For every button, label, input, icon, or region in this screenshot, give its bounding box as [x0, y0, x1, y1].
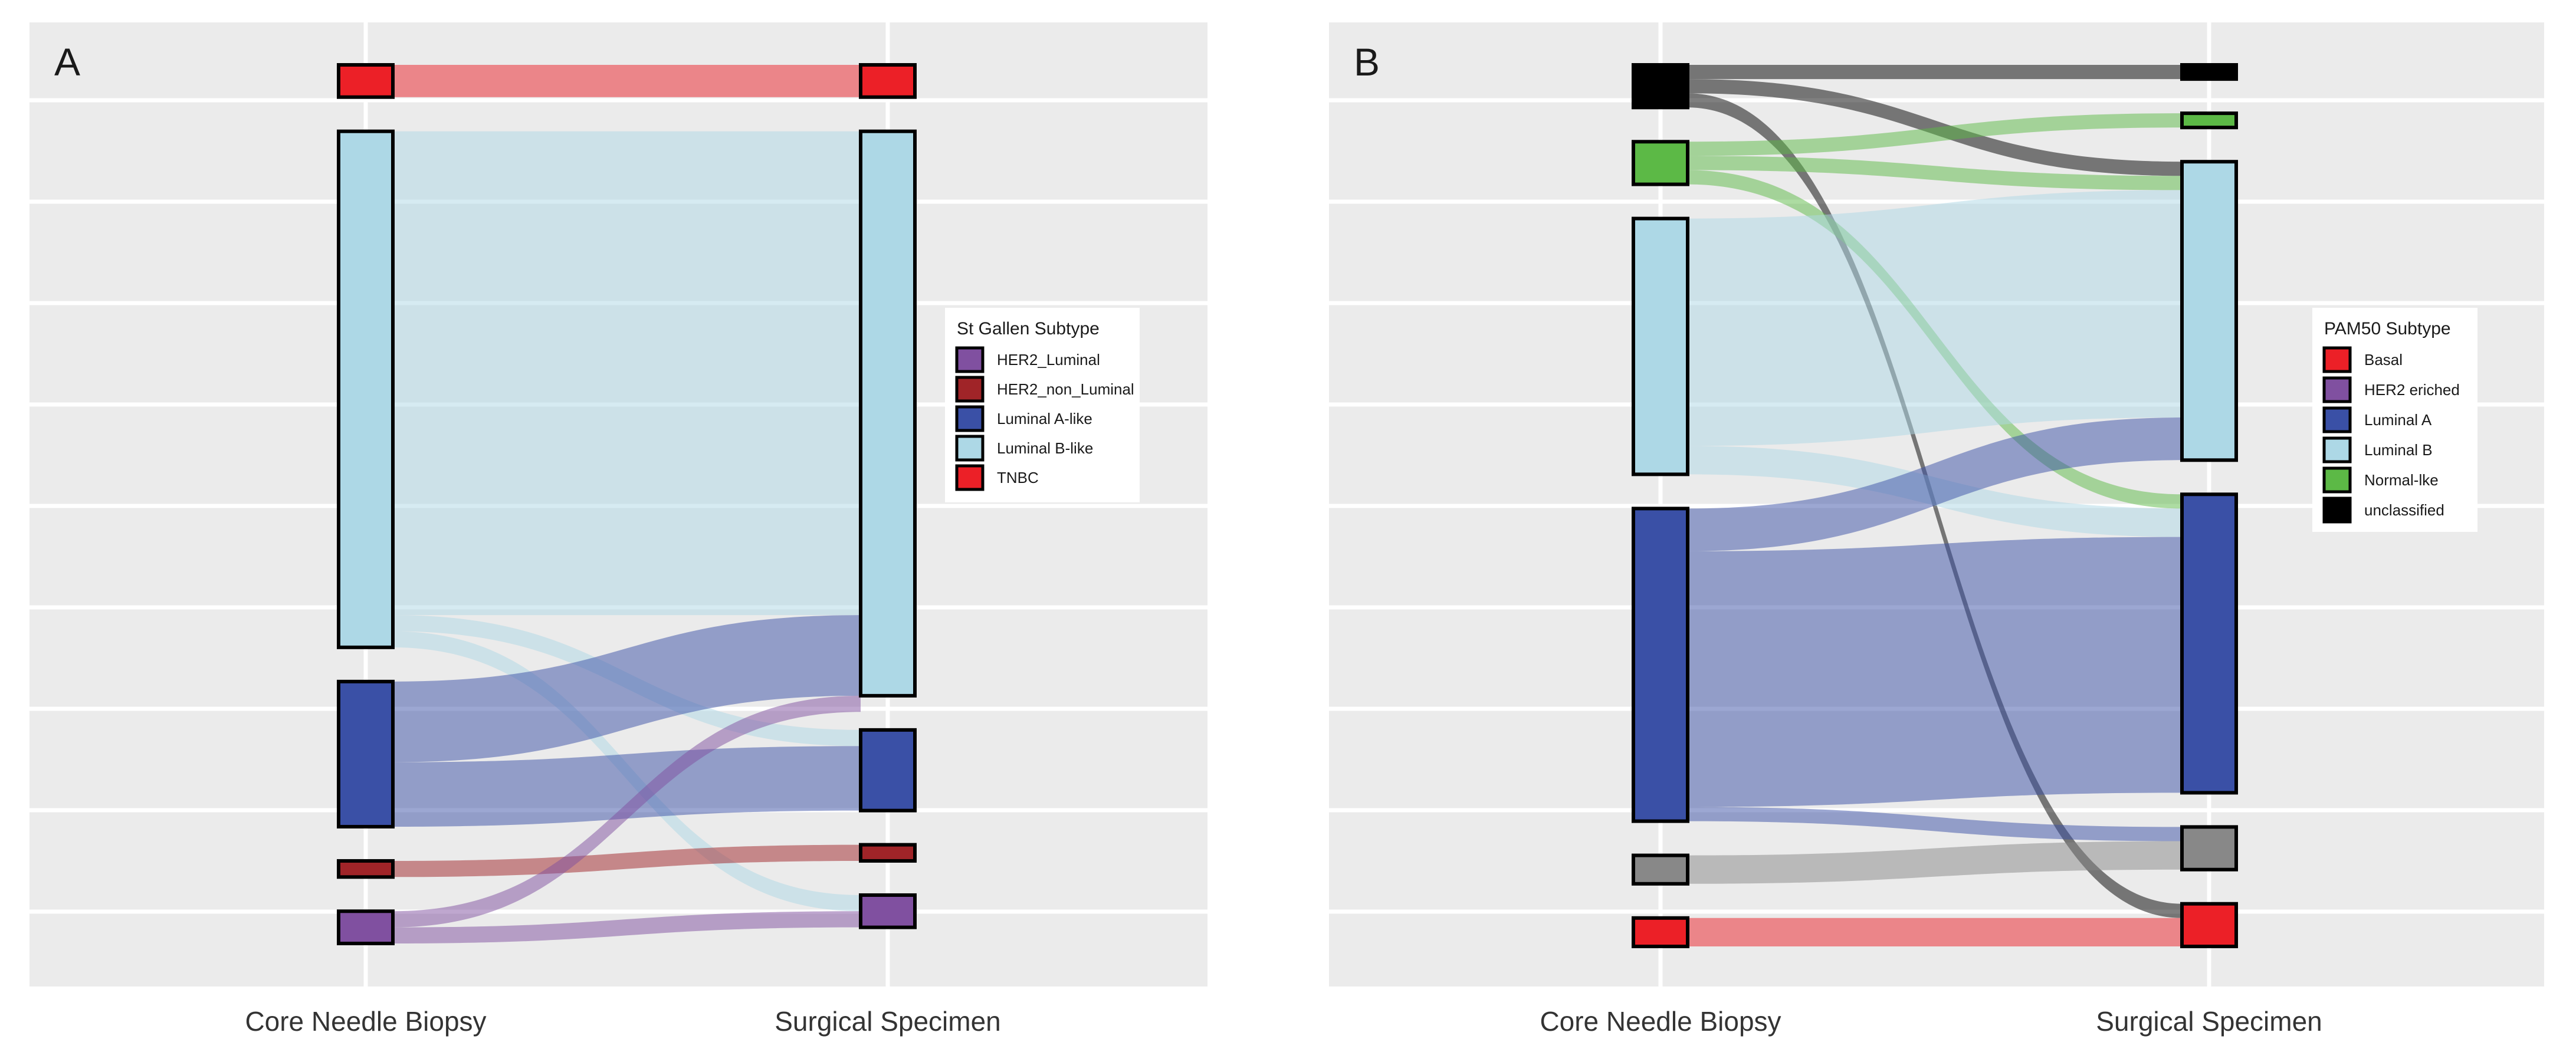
stratum-biopsy-her2-non-luminal	[337, 859, 395, 879]
stratum-surgical-unclassified	[2180, 63, 2238, 81]
stratum-biopsy-basal	[1632, 916, 1689, 949]
flows	[393, 65, 861, 943]
legend-swatch-unclassified	[2322, 497, 2352, 524]
x-axis-label-surgical-specimen: Surgical Specimen	[2096, 1006, 2322, 1037]
flow-luminal-a-to-her2-enriched	[1688, 807, 2182, 841]
legend-swatch-luminal-b	[2322, 436, 2352, 463]
stratum-biopsy-normal-like	[1632, 140, 1689, 186]
legend-swatch-tnbc	[955, 464, 985, 491]
legend-label-her2-eriched: HER2 eriched	[2364, 381, 2460, 399]
x-axis-label-core-needle-biopsy: Core Needle Biopsy	[245, 1006, 486, 1037]
stratum-biopsy-her2-enriched	[1632, 853, 1689, 886]
flow-unclassified-to-luminal-b	[1688, 79, 2182, 176]
flow-luminal-a-like-to-luminal-b-like	[393, 615, 861, 762]
legend-title: St Gallen Subtype	[957, 319, 1100, 338]
legend-label-luminal-b-like: Luminal B-like	[997, 439, 1093, 457]
stratum-biopsy-luminal-a-like	[337, 679, 395, 828]
stratum-biopsy-luminal-a	[1632, 507, 1689, 823]
legend-swatch-basal	[2322, 346, 2352, 373]
flows	[1688, 65, 2182, 946]
legend-swatch-luminal-a	[2322, 406, 2352, 433]
flow-unclassified-to-basal	[1688, 93, 2182, 918]
panel-label: B	[1354, 40, 1380, 84]
legend: St Gallen Subtype HER2_Luminal HER2_non_Lu…	[945, 308, 1140, 502]
flow-tnbc-to-tnbc	[393, 65, 861, 97]
legend-swatch-luminal-b-like	[955, 435, 985, 462]
flow-her2-luminal-to-luminal-b-like	[393, 695, 861, 928]
legend-label-basal: Basal	[2364, 351, 2403, 369]
strata	[1632, 63, 2238, 949]
flow-normal-like-to-luminal-b	[1688, 156, 2182, 190]
flow-luminal-a-to-luminal-a	[1688, 537, 2182, 807]
legend-label-tnbc: TNBC	[997, 469, 1039, 486]
stratum-biopsy-unclassified	[1632, 63, 1689, 110]
legend-label-her2-non-luminal: HER2_non_Luminal	[997, 380, 1134, 398]
legend-swatch-her2-non-luminal	[955, 376, 985, 403]
legend-label-unclassified: unclassified	[2364, 501, 2444, 519]
legend-swatch-her2-eriched	[2322, 376, 2352, 403]
stratum-surgical-luminal-b	[2180, 160, 2238, 462]
stratum-surgical-her2-enriched	[2180, 825, 2238, 872]
flow-luminal-b-to-luminal-b	[1688, 190, 2182, 446]
legend-swatch-her2-luminal	[955, 346, 985, 373]
legend-label-luminal-a-like: Luminal A-like	[997, 410, 1092, 428]
flow-luminal-a-like-to-luminal-a-like	[393, 746, 861, 827]
strata	[337, 63, 917, 945]
stratum-surgical-luminal-b-like	[859, 129, 917, 698]
x-axis-label-surgical-specimen: Surgical Specimen	[775, 1006, 1001, 1037]
legend-label-her2-luminal: HER2_Luminal	[997, 351, 1100, 369]
panel-b: B Core Needle Biopsy Surgical Specimen PAM5…	[1329, 22, 2544, 1037]
flow-her2-non-luminal-to-her2-non-luminal	[393, 844, 861, 877]
flow-luminal-a-to-luminal-b	[1688, 417, 2182, 551]
legend-swatch-luminal-a-like	[955, 405, 985, 432]
stratum-surgical-luminal-a	[2180, 492, 2238, 795]
stratum-biopsy-luminal-b	[1632, 216, 1689, 476]
stratum-biopsy-her2-luminal	[337, 909, 395, 945]
legend-label-luminal-b: Luminal B	[2364, 441, 2433, 459]
stratum-surgical-tnbc	[859, 63, 917, 99]
x-axis-label-core-needle-biopsy: Core Needle Biopsy	[1540, 1006, 1781, 1037]
legend-label-luminal-a: Luminal A	[2364, 411, 2432, 429]
stratum-biopsy-tnbc	[337, 63, 395, 99]
stratum-surgical-basal	[2180, 902, 2238, 948]
stratum-surgical-luminal-a-like	[859, 728, 917, 813]
flow-unclassified-to-unclassified	[1688, 65, 2182, 80]
flow-normal-like-to-normal-like	[1688, 113, 2182, 156]
stratum-surgical-normal-like	[2180, 111, 2238, 130]
legend-label-normal-lke: Normal-lke	[2364, 471, 2439, 489]
legend-title: PAM50 Subtype	[2324, 319, 2451, 338]
legend-swatch-normal-lke	[2322, 466, 2352, 494]
flow-her2-enriched-to-her2-enriched	[1688, 841, 2182, 884]
stratum-biopsy-luminal-b-like	[337, 129, 395, 649]
flow-her2-luminal-to-her2-luminal	[393, 911, 861, 943]
panel-a: A Core Needle Biopsy Surgical Specimen St G…	[29, 22, 1207, 1037]
flow-basal-to-basal	[1688, 918, 2182, 946]
legend: PAM50 Subtype Basal HER2 eriched Luminal A L…	[2312, 308, 2477, 532]
stratum-surgical-her2-luminal	[859, 893, 917, 929]
panel-label: A	[54, 40, 80, 84]
stratum-surgical-her2-non-luminal	[859, 843, 917, 863]
flow-luminal-b-like-to-luminal-b-like	[393, 131, 861, 616]
